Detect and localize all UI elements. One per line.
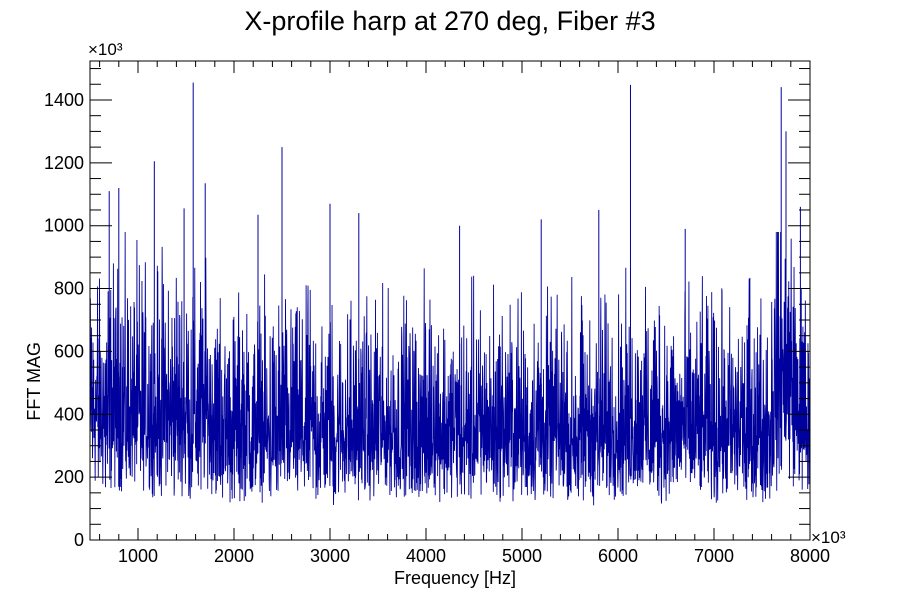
- axes: 1000 2000 3000 4000 5000 6000 7000 8000 0 200 400 6…: [44, 61, 830, 566]
- plot-frame: [89, 60, 811, 541]
- x-tick-label: 5000: [502, 546, 542, 566]
- y-multiplier: ×10³: [88, 40, 123, 59]
- series-fft-mag: [89, 82, 811, 506]
- y-tick-label: 600: [54, 341, 84, 361]
- x-tick-label: 2000: [214, 546, 254, 566]
- y-tick-label: 1200: [44, 153, 84, 173]
- x-tick-label: 7000: [694, 546, 734, 566]
- fft-trace: [89, 231, 811, 506]
- y-tick-label: 800: [54, 279, 84, 299]
- x-tick-label: 6000: [598, 546, 638, 566]
- y-tick-label: 400: [54, 404, 84, 424]
- x-multiplier: ×10³: [811, 528, 846, 547]
- x-tick-label: 1000: [118, 546, 158, 566]
- x-tick-label: 8000: [790, 546, 830, 566]
- y-tick-label: 1000: [44, 216, 84, 236]
- x-tick-label: 4000: [406, 546, 446, 566]
- y-tick-label: 200: [54, 467, 84, 487]
- y-axis-label: FFT MAG: [24, 342, 44, 421]
- x-axis-label: Frequency [Hz]: [394, 568, 516, 588]
- y-tick-label: 1400: [44, 90, 84, 110]
- x-tick-label: 3000: [310, 546, 350, 566]
- chart-title: X-profile harp at 270 deg, Fiber #3: [244, 6, 655, 36]
- y-tick-label: 0: [74, 530, 84, 550]
